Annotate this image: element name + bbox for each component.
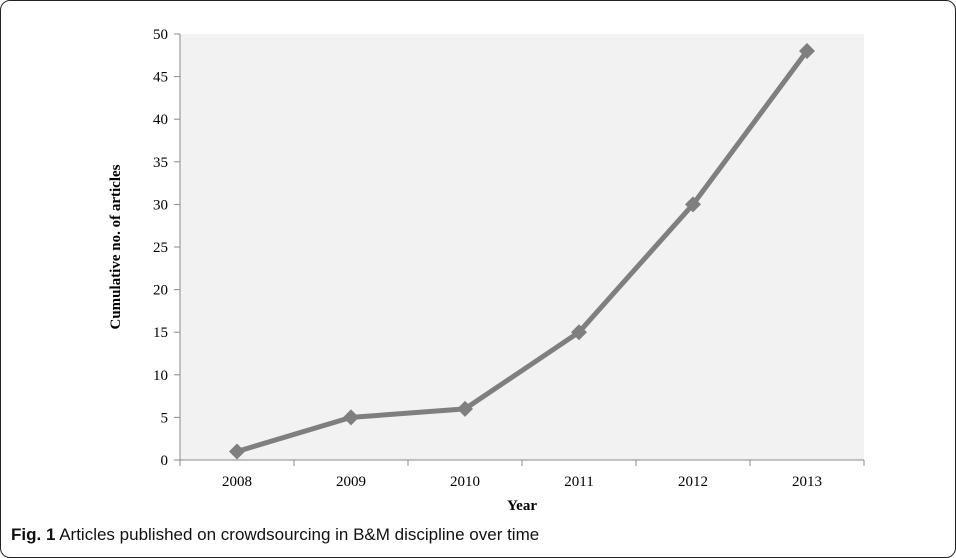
y-tick-label: 40 — [153, 112, 168, 128]
x-tick-label: 2010 — [450, 474, 480, 490]
y-axis: 0 5 10 15 20 25 30 35 40 45 50 — [153, 27, 181, 469]
x-axis: 2008 2009 2010 2011 2012 2013 — [179, 459, 865, 490]
y-tick-label: 50 — [153, 27, 168, 43]
y-tick-label: 25 — [153, 240, 168, 256]
x-axis-title: Year — [507, 498, 537, 514]
data-point-marker — [799, 43, 815, 60]
x-tick-label: 2013 — [792, 474, 822, 490]
figure-caption-text: Articles published on crowdsourcing in B… — [59, 525, 540, 544]
y-tick-label: 15 — [153, 325, 168, 341]
y-tick-label: 20 — [153, 283, 168, 299]
x-tick-label: 2011 — [564, 474, 593, 490]
figure-label: Fig. 1 — [11, 525, 56, 544]
plot-area — [180, 34, 864, 460]
y-axis-title: Cumulative no. of articles — [108, 164, 124, 329]
data-point-marker — [229, 443, 245, 460]
figure-caption: Fig. 1 Articles published on crowdsourci… — [11, 525, 539, 545]
data-point-marker — [457, 400, 473, 417]
series-line — [236, 49, 810, 454]
line-chart: 0 5 10 15 20 25 30 35 40 45 50 2008 2009 2010 2011 201… — [108, 27, 865, 514]
y-tick-label: 30 — [153, 197, 168, 213]
x-tick-label: 2009 — [336, 474, 366, 490]
series-layer — [229, 43, 815, 460]
x-tick-label: 2008 — [222, 474, 252, 490]
y-tick-label: 0 — [161, 453, 169, 469]
y-tick-label: 45 — [153, 70, 168, 86]
data-point-marker — [571, 324, 587, 341]
data-point-marker — [343, 409, 359, 426]
data-point-marker — [685, 196, 701, 213]
y-tick-label: 5 — [161, 410, 169, 426]
x-tick-label: 2012 — [678, 474, 708, 490]
y-tick-label: 35 — [153, 155, 168, 171]
y-tick-label: 10 — [153, 368, 168, 384]
